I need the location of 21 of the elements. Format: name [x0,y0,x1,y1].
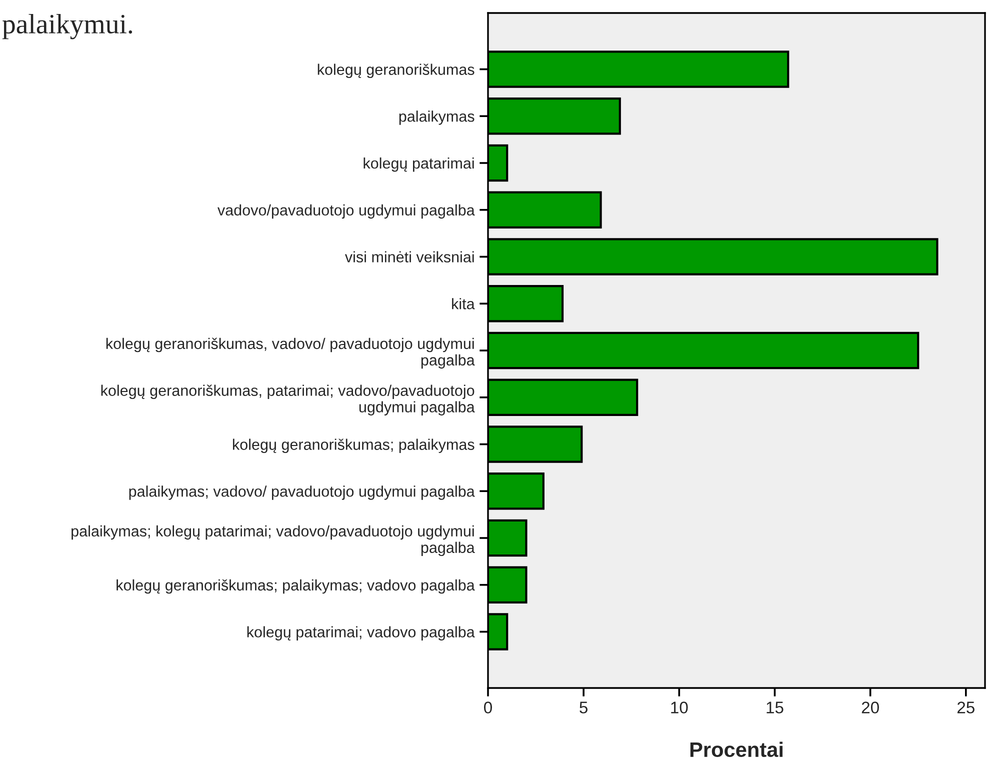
y-tick-label: kolegų geranoriškumas [318,64,474,78]
y-tick-label: kita [452,298,475,310]
y-tick-label: vadovo/pavaduotojo ugdymui pagalba [218,204,475,219]
x-tick-label: 10 [671,702,688,714]
x-axis-title: Procentai [690,742,783,758]
y-tick-label: kolegų patarimai [364,157,474,172]
y-tick-label: palaikymas; vadovo/ pavaduotojo ugdymui pagalba [129,486,475,500]
text: palaikymui. [2,14,132,40]
x-tick-label: 15 [766,702,784,714]
y-tick-label: palaikymas; kolegų patarimai; vadovo/pavaduotojo ugdymui pagalba [72,525,475,556]
x-tick-label: 25 [957,702,974,714]
x-tick-label: 0 [484,702,492,714]
y-tick-label: kolegų geranoriškumas; palaikymas [232,438,474,453]
y-tick-label: kolegų geranoriškumas; palaikymas; vadovo pagalba [116,579,475,594]
y-tick-label: kolegų geranoriškumas, vadovo/ pavaduotojo ugdymui pagalba [106,338,475,369]
x-tick-label: 5 [580,702,588,714]
y-tick-label: palaikymas [399,110,474,125]
y-tick-label: kolegų geranoriškumas, patarimai; vadovo/pavaduotojo ugdymui pagalba [101,384,475,416]
x-tick-label: 20 [862,702,879,714]
y-tick-label: kolegų patarimai; vadovo pagalba [247,626,475,640]
y-tick-label: visi minėti veiksniai [344,251,474,262]
